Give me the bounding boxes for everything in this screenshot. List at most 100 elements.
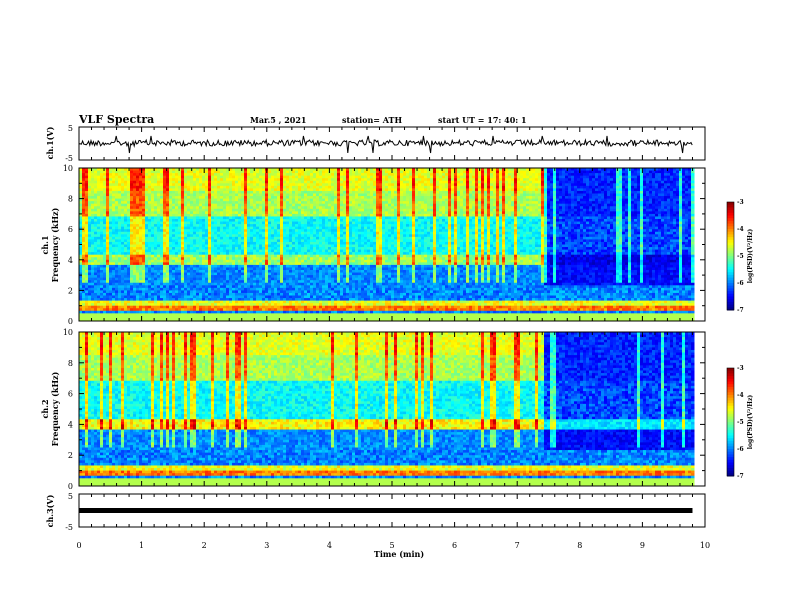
spectrogram-cell bbox=[88, 308, 92, 312]
spectrogram-cell bbox=[109, 236, 113, 240]
spectrogram-cell bbox=[91, 318, 95, 322]
spectrogram-cell bbox=[124, 234, 128, 238]
spectrogram-cell bbox=[142, 305, 146, 309]
spectrogram-cell bbox=[217, 183, 221, 187]
spectrogram-cell bbox=[112, 277, 116, 281]
spectrogram-cell bbox=[178, 188, 182, 192]
spectrogram-cell bbox=[169, 257, 173, 261]
spectrogram-cell bbox=[133, 201, 137, 205]
spectrogram-cell bbox=[124, 241, 128, 245]
spectrogram-cell bbox=[223, 170, 227, 174]
spectrogram-cell bbox=[214, 203, 218, 207]
spectrogram-cell bbox=[217, 264, 221, 268]
spectrogram-cell bbox=[196, 287, 200, 291]
spectrogram-cell bbox=[187, 308, 191, 312]
spectrogram-cell bbox=[178, 219, 182, 223]
spectrogram-cell bbox=[91, 259, 95, 263]
spectrogram-cell bbox=[172, 198, 176, 202]
spectrogram-cell bbox=[121, 185, 125, 189]
spectrogram-cell bbox=[205, 208, 209, 212]
spectrogram-cell bbox=[163, 292, 167, 296]
spectrogram-cell bbox=[190, 170, 194, 174]
spectrogram-cell bbox=[214, 196, 218, 200]
spectrogram-cell bbox=[79, 213, 83, 217]
spectrogram-cell bbox=[127, 272, 131, 276]
spectrogram-cell bbox=[145, 252, 149, 256]
spectrogram-cell bbox=[214, 168, 218, 172]
spectrogram-cell bbox=[109, 277, 113, 281]
spectrogram-cell bbox=[181, 198, 185, 202]
spectrogram-cell bbox=[130, 173, 134, 177]
spectrogram-cell bbox=[109, 300, 113, 304]
spectrogram-cell bbox=[187, 318, 191, 322]
spectrogram-cell bbox=[166, 318, 170, 322]
spectrogram-cell bbox=[181, 206, 185, 210]
spectrogram-cell bbox=[202, 285, 206, 289]
spectrogram-cell bbox=[199, 275, 203, 279]
spectrogram-cell bbox=[124, 313, 128, 317]
spectrogram-cell bbox=[175, 236, 179, 240]
spectrogram-cell bbox=[97, 318, 101, 322]
spectrogram-cell bbox=[85, 305, 89, 309]
spectrogram-cell bbox=[163, 277, 167, 281]
spectrogram-cell bbox=[178, 241, 182, 245]
spectrogram-cell bbox=[139, 175, 143, 179]
spectrogram-cell bbox=[160, 315, 164, 319]
spectrogram-cell bbox=[211, 254, 215, 258]
spectrogram-cell bbox=[169, 290, 173, 294]
spectrogram-cell bbox=[217, 270, 221, 274]
spectrogram-cell bbox=[208, 175, 212, 179]
spectrogram-cell bbox=[184, 188, 188, 192]
spectrogram-cell bbox=[133, 259, 137, 263]
spectrogram-cell bbox=[97, 259, 101, 263]
spectrogram-cell bbox=[109, 244, 113, 248]
spectrogram-cell bbox=[199, 226, 203, 230]
spectrogram-cell bbox=[97, 315, 101, 319]
spectrogram-cell bbox=[184, 270, 188, 274]
spectrogram-cell bbox=[175, 196, 179, 200]
spectrogram-cell bbox=[118, 257, 122, 261]
spectrogram-cell bbox=[157, 252, 161, 256]
spectrogram-cell bbox=[112, 236, 116, 240]
spectrogram-cell bbox=[115, 300, 119, 304]
spectrogram-cell bbox=[94, 224, 98, 228]
spectrogram-cell bbox=[223, 257, 227, 261]
spectrogram-cell bbox=[79, 313, 83, 317]
spectrogram-cell bbox=[175, 280, 179, 284]
spectrogram-cell bbox=[79, 239, 83, 243]
spectrogram-cell bbox=[166, 183, 170, 187]
spectrogram-cell bbox=[94, 303, 98, 307]
spectrogram-cell bbox=[91, 178, 95, 182]
spectrogram-cell bbox=[223, 244, 227, 248]
spectrogram-cell bbox=[136, 257, 140, 261]
spectrogram-cell bbox=[142, 183, 146, 187]
spectrogram-cell bbox=[172, 313, 176, 317]
spectrogram-cell bbox=[157, 262, 161, 266]
spectrogram-cell bbox=[127, 310, 131, 314]
spectrogram-cell bbox=[115, 285, 119, 289]
spectrogram-cell bbox=[154, 298, 158, 302]
spectrogram-cell bbox=[202, 257, 206, 261]
spectrogram-cell bbox=[220, 298, 224, 302]
spectrogram-cell bbox=[148, 249, 152, 253]
spectrogram-cell bbox=[88, 259, 92, 263]
spectrogram-cell bbox=[169, 241, 173, 245]
spectrogram-cell bbox=[142, 275, 146, 279]
spectrogram-cell bbox=[181, 208, 185, 212]
spectrogram-cell bbox=[130, 313, 134, 317]
spectrogram-cell bbox=[217, 287, 221, 291]
spectrogram-cell bbox=[82, 221, 86, 225]
spectrogram-cell bbox=[166, 247, 170, 251]
spectrogram-cell bbox=[208, 303, 212, 307]
spectrogram-cell bbox=[154, 249, 158, 253]
spectrogram-cell bbox=[91, 249, 95, 253]
spectrogram-cell bbox=[97, 234, 101, 238]
spectrogram-cell bbox=[85, 173, 89, 177]
spectrogram-cell bbox=[148, 285, 152, 289]
spectrogram-cell bbox=[154, 247, 158, 251]
spectrogram-cell bbox=[151, 198, 155, 202]
spectrogram-cell bbox=[163, 221, 167, 225]
spectrogram-cell bbox=[163, 262, 167, 266]
spectrogram-cell bbox=[121, 241, 125, 245]
spectrogram-cell bbox=[115, 219, 119, 223]
